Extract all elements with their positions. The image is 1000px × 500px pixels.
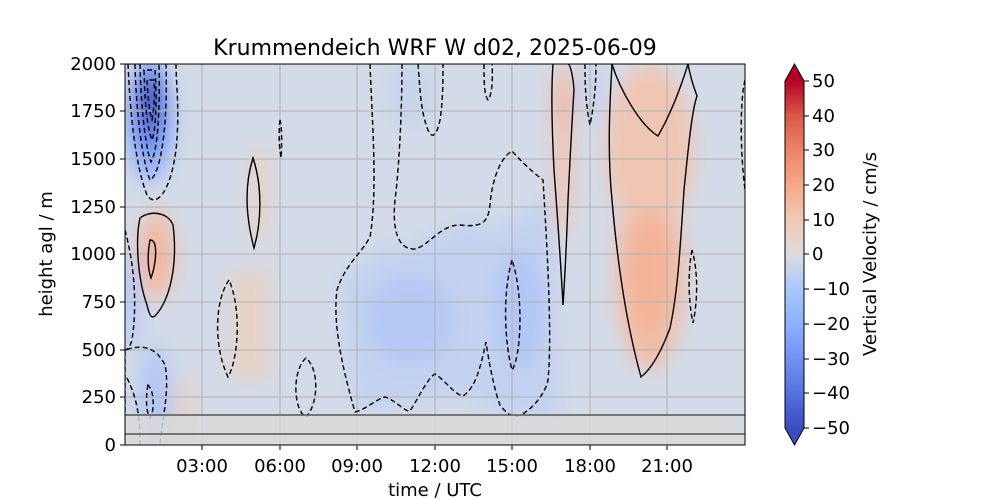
colorbar-tick-label: 0 [812,244,823,265]
y-tick-label: 1000 [70,244,116,265]
positive-contours [136,64,698,379]
colorbar-tick-label: 50 [812,71,835,92]
y-tick-label: 250 [82,387,116,408]
colorbar: −50 −40 −30 −20 −10 0 10 20 30 40 50 Ver… [784,62,881,447]
x-axis-label: time / UTC [388,480,482,500]
plot-area [124,63,746,446]
y-tick-label: 0 [105,435,116,456]
colorbar-tick-label: 40 [812,106,835,127]
colorbar-tick-label: 20 [812,175,835,196]
x-axis: 03:00 06:00 09:00 12:00 15:00 18:00 21:0… [176,445,693,500]
x-tick-label: 03:00 [176,456,228,477]
x-tick-label: 18:00 [564,456,616,477]
x-tick-label: 12:00 [409,456,461,477]
chart-title: Krummendeich WRF W d02, 2025-06-09 [213,36,657,61]
y-axis: 0 250 500 750 1000 1250 1500 1750 2000 h… [36,54,125,456]
colorbar-tick-label: −50 [812,418,850,439]
colorbar-tick-label: −20 [812,314,850,335]
negative-contours [125,64,745,445]
x-tick-label: 09:00 [331,456,383,477]
y-tick-label: 500 [82,340,116,361]
y-tick-label: 2000 [70,54,116,75]
heatmap-field [125,64,745,445]
y-axis-label: height agl / m [36,191,57,317]
colorbar-tick-label: −40 [812,383,850,404]
x-tick-label: 21:00 [641,456,693,477]
colorbar-min-arrow [785,428,804,445]
colorbar-tick-label: 10 [812,210,835,231]
x-tick-label: 06:00 [254,456,306,477]
x-tick-label: 15:00 [486,456,538,477]
grid-lines [125,64,745,445]
contour-lines [125,64,745,445]
colorbar-tick-label: 30 [812,140,835,161]
y-tick-label: 1750 [70,101,116,122]
colorbar-max-arrow [785,64,804,81]
y-tick-label: 1500 [70,149,116,170]
colorbar-tick-label: −30 [812,349,850,370]
colorbar-tick-label: −10 [812,279,850,300]
colorbar-scale [785,81,804,428]
y-tick-label: 750 [82,292,116,313]
colorbar-label: Vertical Velocity / cm/s [860,152,881,356]
surface-lines [125,414,745,445]
y-tick-label: 1250 [70,197,116,218]
